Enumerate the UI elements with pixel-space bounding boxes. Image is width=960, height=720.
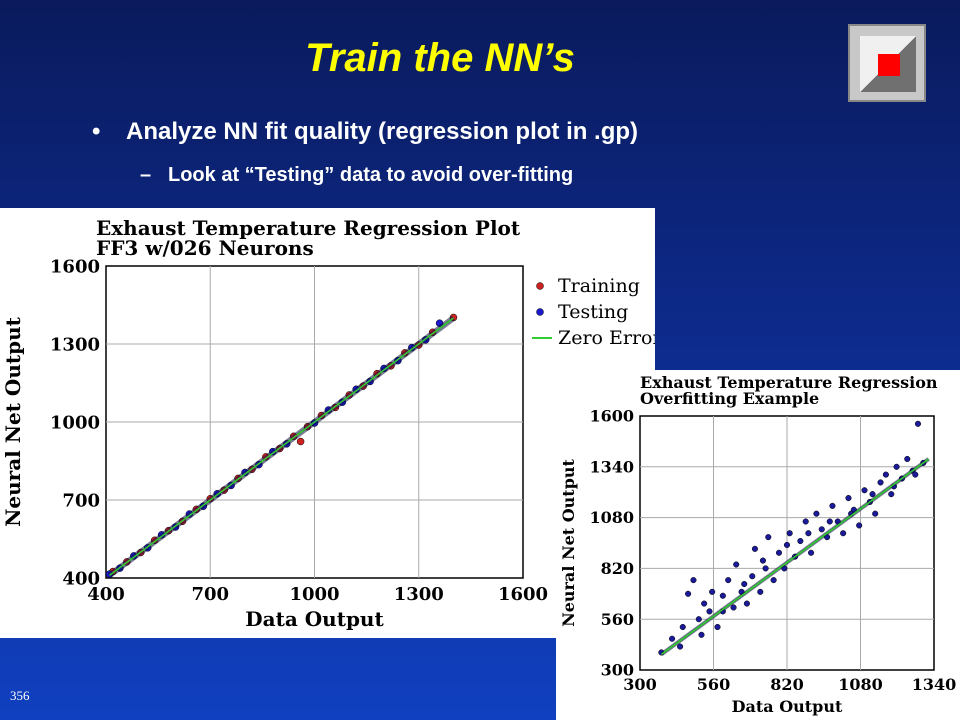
data-point xyxy=(775,549,783,556)
data-point xyxy=(914,420,922,427)
data-point xyxy=(877,479,884,486)
chart-subtitle: FF3 w/026 Neurons xyxy=(96,236,314,260)
y-tick-label: 560 xyxy=(601,610,634,629)
x-tick-label: 300 xyxy=(623,675,656,694)
x-tick-label: 1080 xyxy=(838,675,883,694)
data-point xyxy=(719,592,726,599)
y-tick-label: 700 xyxy=(62,490,100,511)
slide-title: Train the NN’s xyxy=(305,36,575,80)
main-bullet: • Analyze NN fit quality (regression plot… xyxy=(92,118,638,146)
data-point xyxy=(813,510,820,517)
data-point xyxy=(679,623,686,631)
y-tick-label: 1080 xyxy=(589,508,634,527)
data-point xyxy=(759,557,766,564)
data-point xyxy=(869,491,876,498)
data-point xyxy=(741,580,748,588)
y-tick-label: 400 xyxy=(62,568,100,589)
data-point xyxy=(757,588,764,595)
page-number: 356 xyxy=(10,688,30,703)
bullet-mark: • xyxy=(92,118,101,145)
x-tick-label: 1340 xyxy=(912,675,957,694)
y-tick-label: 300 xyxy=(601,661,634,680)
data-point xyxy=(786,530,793,537)
data-point xyxy=(904,455,911,463)
regression-chart-main: Exhaust Temperature Regression Plot FF3 w… xyxy=(0,208,655,638)
data-point xyxy=(765,534,772,541)
x-tick-label: 1000 xyxy=(289,584,339,605)
data-point xyxy=(701,600,708,607)
x-tick-label: 820 xyxy=(770,675,803,694)
data-point xyxy=(805,530,812,537)
data-point xyxy=(725,577,732,584)
y-axis-label: Neural Net Output xyxy=(1,316,25,527)
legend-label: Zero Error xyxy=(558,327,655,349)
data-point xyxy=(829,502,836,509)
data-point xyxy=(912,471,919,478)
data-point xyxy=(743,600,750,607)
regression-chart-overfit-svg: Exhaust Temperature RegressionOverfittin… xyxy=(559,373,957,716)
y-tick-label: 1300 xyxy=(50,334,100,355)
data-point xyxy=(888,491,895,498)
data-point xyxy=(783,541,791,549)
legend-label: Training xyxy=(558,275,640,297)
regression-chart-overfit: Exhaust Temperature Regression Overfittin… xyxy=(556,370,960,720)
x-tick-label: 560 xyxy=(697,675,730,694)
data-point xyxy=(861,487,868,494)
data-point xyxy=(893,463,900,470)
data-point xyxy=(296,437,305,446)
legend-swatch-dot xyxy=(536,308,544,316)
data-point xyxy=(770,577,777,584)
data-point xyxy=(698,631,705,638)
fit-line-overlay xyxy=(660,458,930,655)
fit-line-overlay xyxy=(109,317,454,577)
data-point xyxy=(845,495,852,502)
y-tick-label: 1600 xyxy=(589,407,634,426)
y-tick-label: 1000 xyxy=(50,412,100,433)
data-point xyxy=(882,471,889,478)
data-point xyxy=(797,537,804,545)
data-point xyxy=(669,635,676,642)
data-point xyxy=(730,604,737,611)
data-point xyxy=(733,561,740,568)
y-tick-label: 1340 xyxy=(589,457,634,476)
sub-bullet: – Look at “Testing” data to avoid over-fi… xyxy=(140,164,573,187)
data-point xyxy=(818,526,825,533)
data-point xyxy=(749,573,756,580)
data-point xyxy=(856,522,863,529)
chart-title: Exhaust Temperature Regression xyxy=(640,373,938,392)
x-tick-label: 1300 xyxy=(394,584,444,605)
legend-label: Testing xyxy=(558,301,628,323)
data-point xyxy=(802,518,809,525)
data-point xyxy=(762,565,769,572)
data-point xyxy=(840,530,847,537)
data-point xyxy=(685,590,692,597)
main-bullet-text: Analyze NN fit quality (regression plot … xyxy=(126,118,639,145)
chart-subtitle: Overfitting Example xyxy=(640,389,819,408)
x-axis-label: Data Output xyxy=(245,607,384,631)
data-point xyxy=(714,623,721,631)
y-axis-label: Neural Net Output xyxy=(559,458,578,626)
chart-title: Exhaust Temperature Regression Plot xyxy=(96,216,521,240)
legend-swatch-dot xyxy=(536,282,544,290)
data-point xyxy=(826,518,833,525)
y-tick-label: 1600 xyxy=(50,256,100,277)
data-point xyxy=(706,608,713,615)
data-point xyxy=(690,577,697,584)
x-tick-label: 1600 xyxy=(498,584,548,605)
data-point xyxy=(872,510,879,517)
x-tick-label: 400 xyxy=(87,584,125,605)
red-square-icon xyxy=(878,54,900,76)
x-tick-label: 700 xyxy=(191,584,229,605)
data-point xyxy=(709,588,716,595)
data-point xyxy=(695,616,702,623)
data-point xyxy=(677,643,684,650)
sub-bullet-text: Look at “Testing” data to avoid over-fit… xyxy=(168,164,574,186)
data-point xyxy=(751,545,758,552)
y-tick-label: 820 xyxy=(601,559,634,578)
stop-logo-icon[interactable] xyxy=(848,24,926,102)
x-axis-label: Data Output xyxy=(732,697,843,716)
data-point xyxy=(808,549,815,556)
sub-bullet-mark: – xyxy=(140,164,152,186)
